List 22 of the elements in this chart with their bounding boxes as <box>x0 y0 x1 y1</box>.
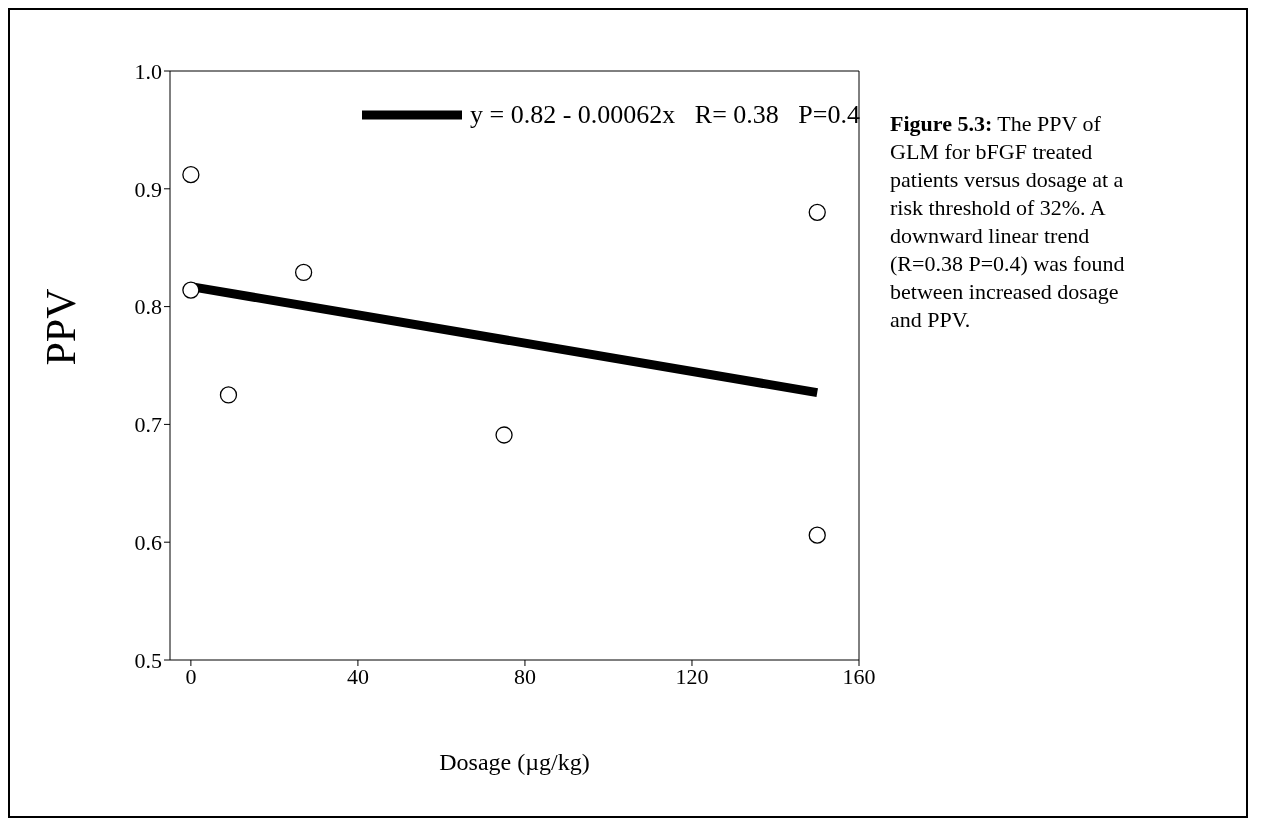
point <box>182 166 200 184</box>
y-tick-label: 0.6 <box>134 530 162 556</box>
point <box>294 263 313 282</box>
point <box>182 281 200 299</box>
point <box>219 386 238 404</box>
x-tick-label: 40 <box>346 663 369 689</box>
x-tick-label: 160 <box>842 663 876 689</box>
y-tick-label: 0.8 <box>134 294 162 320</box>
x-axis-title: Dosage (µg/kg) <box>439 749 590 775</box>
text: Figure 5.3: The PPV of GLM for bFGF treated patients versus dosage at a risk threshold of 32%. A downward linear trend (R=0.38 P=0.4) was found between increased dosage and PPV. <box>890 111 1125 332</box>
x-tick-label: 120 <box>675 663 709 689</box>
y-tick-label: 0.7 <box>134 412 162 438</box>
point <box>495 426 513 444</box>
y-tick-label: 1.0 <box>134 58 162 84</box>
y-tick-label: 0.9 <box>134 176 162 202</box>
point <box>808 203 826 222</box>
point <box>808 526 826 544</box>
x-tick-label: 80 <box>513 663 536 689</box>
x-tick-label: 0 <box>185 663 197 689</box>
y-tick-label: 0.5 <box>134 647 162 673</box>
y-axis-title: PPV <box>37 288 84 366</box>
legend-label: y = 0.82 - 0.00062x R= 0.38 P=0.4 <box>470 100 860 130</box>
